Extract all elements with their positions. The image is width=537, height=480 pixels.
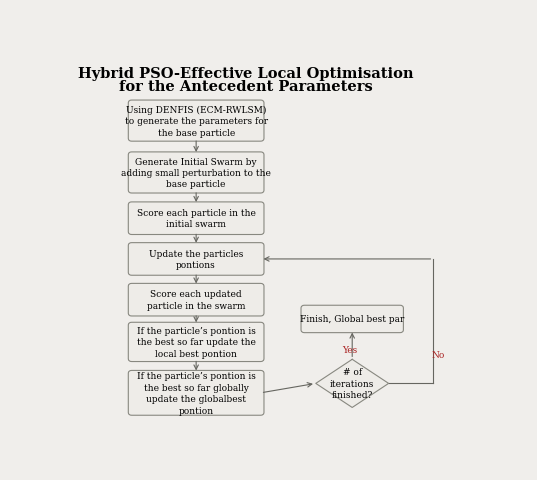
Text: If the particle’s pontion is
the best so far globally
update the globalbest
pont: If the particle’s pontion is the best so…: [137, 372, 256, 415]
FancyBboxPatch shape: [301, 306, 403, 333]
FancyBboxPatch shape: [128, 203, 264, 235]
Text: # of
iterations
finished?: # of iterations finished?: [330, 368, 374, 399]
Text: Finish, Global best par: Finish, Global best par: [300, 315, 404, 324]
Text: for the Antecedent Parameters: for the Antecedent Parameters: [119, 80, 373, 94]
Text: Yes: Yes: [342, 345, 357, 354]
Text: If the particle’s pontion is
the best so far update the
local best pontion: If the particle’s pontion is the best so…: [137, 326, 256, 358]
Text: Score each particle in the
initial swarm: Score each particle in the initial swarm: [137, 208, 256, 229]
FancyBboxPatch shape: [128, 153, 264, 193]
Text: Generate Initial Swarm by
adding small perturbation to the
base particle: Generate Initial Swarm by adding small p…: [121, 157, 271, 189]
FancyBboxPatch shape: [128, 371, 264, 415]
Text: Update the particles
pontions: Update the particles pontions: [149, 249, 243, 270]
Text: Score each updated
particle in the swarm: Score each updated particle in the swarm: [147, 290, 245, 310]
FancyBboxPatch shape: [128, 284, 264, 316]
Text: Using DENFIS (ECM-RWLSM)
to generate the parameters for
the base particle: Using DENFIS (ECM-RWLSM) to generate the…: [125, 106, 268, 137]
Text: No: No: [432, 350, 445, 359]
FancyBboxPatch shape: [128, 323, 264, 362]
FancyBboxPatch shape: [128, 101, 264, 142]
Polygon shape: [316, 360, 389, 408]
Text: Hybrid PSO-Effective Local Optimisation: Hybrid PSO-Effective Local Optimisation: [78, 67, 414, 81]
FancyBboxPatch shape: [128, 243, 264, 276]
